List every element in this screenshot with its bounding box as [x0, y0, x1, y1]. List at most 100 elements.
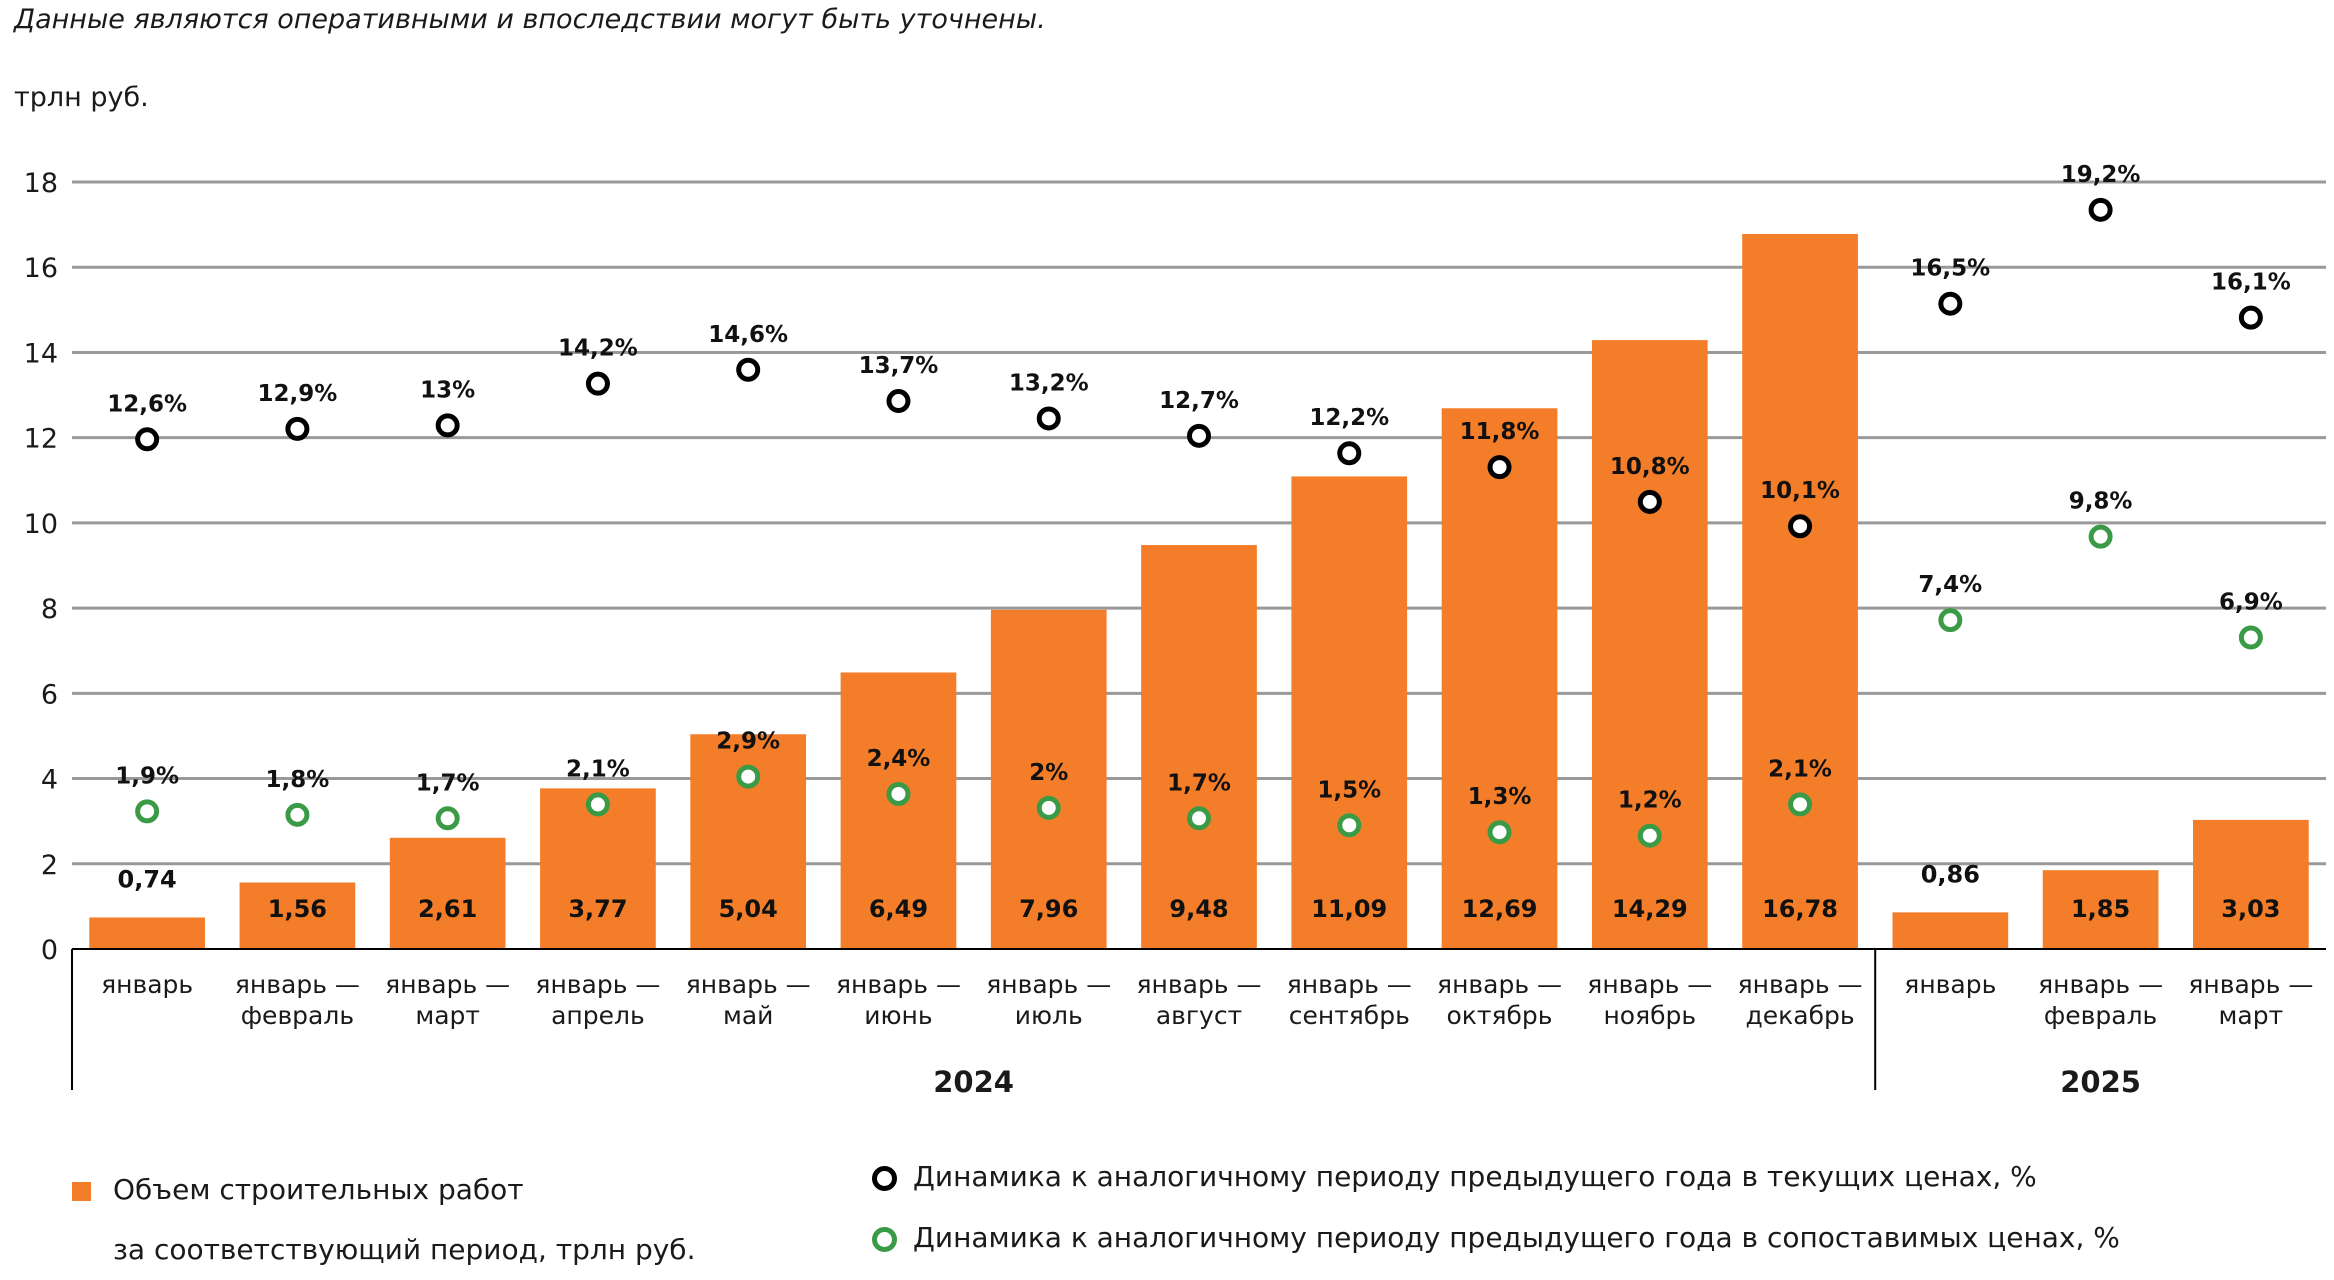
y-axis-ticks: 0 2 4 6 8 10 12 14 16 18: [24, 168, 58, 966]
x-category-label: февраль: [241, 1001, 354, 1030]
comparable-price-point: [2088, 524, 2113, 549]
bar: [990, 609, 1107, 949]
bar-value-label: 16,78: [1762, 895, 1838, 923]
current-price-label: 14,2%: [558, 336, 638, 362]
y-tick-label: 8: [41, 594, 58, 625]
x-category-label: январь: [1904, 970, 1996, 999]
x-category-label: июль: [1015, 1001, 1083, 1030]
current-price-point: [1637, 489, 1662, 514]
x-category-label: март: [2219, 1001, 2284, 1030]
legend-black-circle-icon: [872, 1165, 897, 1191]
y-tick-label: 18: [24, 168, 58, 199]
comparable-price-point: [1187, 806, 1211, 831]
bar: [1591, 340, 1708, 949]
comparable-price-label: 7,4%: [1918, 572, 1982, 598]
y-axis-unit-label: трлн руб.: [14, 82, 149, 113]
x-category-label: январь —: [235, 970, 360, 999]
growth-points: 12,6% 12,9% 13% 14,2% 14,6% 13,7% 13,2% 12,7% 12…: [107, 162, 2291, 848]
y-tick-label: 2: [41, 850, 58, 881]
current-price-label: 12,9%: [258, 381, 338, 407]
x-category-label: январь —: [1437, 970, 1562, 999]
bar-value-label: 9,48: [1169, 895, 1228, 923]
legend-bars-label-line1: Объем строительных работ: [113, 1173, 524, 1206]
x-category-label: январь —: [1738, 970, 1863, 999]
comparable-price-point: [135, 799, 160, 824]
comparable-price-label: 1,2%: [1618, 788, 1682, 814]
current-price-point: [585, 371, 610, 396]
legend-green-circle-icon: [872, 1226, 897, 1252]
x-category-label: январь —: [836, 970, 961, 999]
legend-bar-swatch: [72, 1181, 91, 1201]
x-category-label: ноябрь: [1603, 1001, 1696, 1030]
comparable-price-label: 2,4%: [867, 746, 931, 772]
current-price-point: [435, 413, 460, 438]
comparable-price-label: 1,8%: [266, 767, 330, 793]
x-category-label: январь —: [535, 970, 660, 999]
bar-value-label: 14,29: [1612, 895, 1688, 923]
bar-value-label: 1,85: [2071, 895, 2130, 923]
comparable-price-label: 2,1%: [1768, 756, 1832, 782]
current-price-label: 10,8%: [1610, 454, 1690, 480]
current-price-label: 16,5%: [1910, 256, 1990, 282]
current-price-point: [736, 357, 761, 382]
comparable-price-label: 1,7%: [416, 770, 480, 796]
x-category-label: май: [723, 1001, 773, 1030]
x-category-label: январь —: [2188, 970, 2313, 999]
current-price-label: 16,1%: [2211, 270, 2291, 296]
current-price-point: [1187, 423, 1211, 448]
current-price-label: 12,2%: [1309, 405, 1389, 431]
y-tick-label: 16: [24, 253, 58, 284]
legend-current-prices: Динамика к аналогичному периоду предыдущ…: [872, 1160, 2037, 1193]
x-category-label: февраль: [2044, 1001, 2157, 1030]
comparable-price-point: [285, 802, 310, 827]
x-category-label: январь: [101, 970, 193, 999]
comparable-price-label: 2,1%: [566, 756, 630, 782]
year-group-label: 2025: [2060, 1065, 2141, 1099]
x-category-label: январь —: [385, 970, 510, 999]
current-price-point: [135, 427, 160, 452]
bar: [239, 882, 356, 949]
current-price-label: 14,6%: [708, 322, 788, 348]
x-category-label: январь —: [986, 970, 1111, 999]
bar: [2042, 870, 2159, 949]
legend-current-label: Динамика к аналогичному периоду предыдущ…: [913, 1160, 2037, 1193]
current-price-point: [1788, 514, 1813, 539]
x-category-label: январь —: [2038, 970, 2163, 999]
bar-value-label: 7,96: [1019, 895, 1078, 923]
comparable-price-label: 6,9%: [2219, 589, 2283, 615]
comparable-price-label: 1,7%: [1167, 770, 1231, 796]
current-price-label: 11,8%: [1460, 419, 1540, 445]
bar: [1892, 912, 2009, 949]
x-category-label: октябрь: [1447, 1001, 1553, 1030]
current-price-label: 19,2%: [2061, 162, 2141, 188]
year-group-label: 2024: [933, 1065, 1014, 1099]
bar: [1141, 545, 1257, 949]
current-price-point: [2238, 305, 2263, 330]
current-price-point: [2088, 197, 2113, 222]
comparable-price-point: [886, 781, 911, 806]
current-price-label: 13,7%: [859, 353, 939, 379]
comparable-price-point: [1637, 823, 1662, 848]
bar-value-label: 12,69: [1462, 895, 1538, 923]
comparable-price-label: 2,9%: [716, 729, 780, 755]
bar: [1291, 476, 1408, 949]
x-category-label: июнь: [864, 1001, 932, 1030]
bar-value-label: 3,77: [568, 895, 627, 923]
current-price-label: 10,1%: [1760, 478, 1840, 504]
bar-value-label: 0,74: [118, 865, 177, 893]
x-category-label: январь —: [1287, 970, 1412, 999]
y-tick-label: 12: [24, 424, 58, 455]
bar-value-label: 1,56: [268, 895, 327, 923]
current-price-point: [1487, 455, 1512, 480]
comparable-price-point: [435, 806, 460, 831]
x-category-label: сентябрь: [1289, 1001, 1410, 1030]
x-category-label: январь —: [1587, 970, 1712, 999]
comparable-price-point: [2238, 625, 2263, 650]
comparable-price-point: [1337, 813, 1362, 838]
current-price-label: 12,6%: [107, 391, 187, 417]
bar-value-label: 6,49: [869, 895, 928, 923]
x-category-label: август: [1156, 1001, 1242, 1030]
current-price-point: [285, 416, 310, 441]
bar-value-label: 5,04: [719, 895, 778, 923]
